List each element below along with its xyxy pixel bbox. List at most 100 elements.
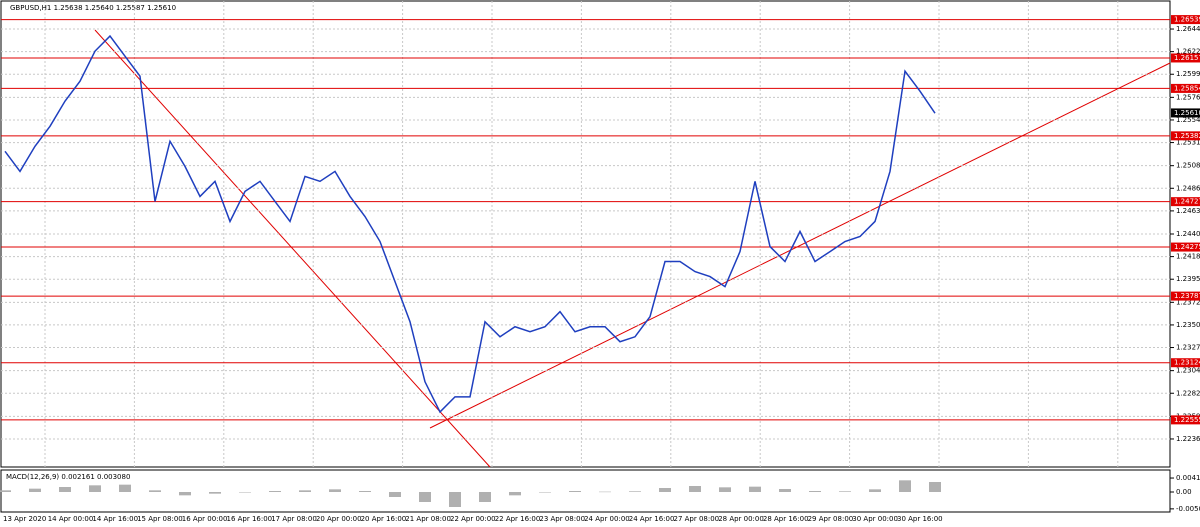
- level-tag: [1171, 242, 1200, 252]
- y-tick-label: 1.22820: [1176, 389, 1200, 397]
- level-tag: [1171, 53, 1200, 63]
- macd-bar: [389, 492, 401, 497]
- macd-panel: [0, 469, 1171, 513]
- macd-bar: [179, 492, 191, 496]
- x-tick-label: 24 Apr 00:00: [584, 515, 630, 523]
- level-tag: [1171, 291, 1200, 301]
- macd-bar: [479, 492, 491, 502]
- macd-bar: [299, 490, 311, 492]
- current-price-label: 1.25610: [1174, 109, 1200, 117]
- y-tick-label: 1.25085: [1176, 162, 1200, 170]
- x-tick-label: 14 Apr 16:00: [92, 515, 138, 523]
- x-tick-label: 20 Apr 00:00: [316, 515, 362, 523]
- x-tick-label: 28 Apr 16:00: [763, 515, 809, 523]
- macd-bar: [239, 492, 251, 493]
- y-tick-label: 0.00: [1176, 488, 1192, 496]
- macd-bar: [89, 485, 101, 492]
- level-tag: [1171, 15, 1200, 25]
- macd-bar: [749, 486, 761, 492]
- macd-bar: [419, 492, 431, 502]
- y-tick-label: 1.25765: [1176, 93, 1200, 101]
- macd-bar: [119, 484, 131, 492]
- x-tick-label: 13 Apr 2020: [3, 515, 46, 523]
- macd-bar: [599, 491, 611, 493]
- level-label: 1.26539: [1174, 16, 1200, 24]
- macd-bar: [899, 480, 911, 492]
- level-label: 1.23787: [1174, 292, 1200, 300]
- level-tag: [1171, 131, 1200, 141]
- trend-line: [429, 62, 1171, 429]
- level-label: 1.23124: [1174, 359, 1200, 367]
- y-tick-label: 1.25995: [1176, 70, 1200, 78]
- y-tick-label: -0.00506: [1176, 505, 1200, 513]
- macd-bar: [509, 492, 521, 496]
- x-tick-label: 14 Apr 00:00: [48, 515, 94, 523]
- y-tick-label: 1.23275: [1176, 344, 1200, 352]
- macd-bar: [329, 489, 341, 492]
- macd-bar: [659, 488, 671, 492]
- x-tick-label: 30 Apr 00:00: [852, 515, 898, 523]
- y-tick-label: 1.24635: [1176, 207, 1200, 215]
- macd-bar: [569, 491, 581, 492]
- x-tick-label: 17 Apr 08:00: [271, 515, 317, 523]
- y-tick-label: 1.25540: [1176, 116, 1200, 124]
- macd-bar: [839, 491, 851, 492]
- level-label: 1.24727: [1174, 198, 1200, 206]
- price-line: [4, 34, 936, 414]
- level-tag: [1171, 358, 1200, 368]
- macd-bar: [689, 486, 701, 492]
- level-label: 1.26157: [1174, 54, 1200, 62]
- macd-bar: [449, 492, 461, 507]
- macd-bar: [869, 489, 881, 492]
- y-tick-label: 1.23045: [1176, 367, 1200, 375]
- x-tick-label: 23 Apr 08:00: [539, 515, 585, 523]
- macd-bar: [209, 492, 221, 494]
- x-tick-label: 21 Apr 08:00: [405, 515, 451, 523]
- macd-bar: [779, 489, 791, 492]
- level-tag: [1171, 415, 1200, 425]
- macd-bar: [719, 487, 731, 492]
- macd-title: MACD(12,26,9) 0.002161 0.003080: [6, 473, 130, 481]
- x-tick-label: 29 Apr 08:00: [808, 515, 854, 523]
- x-tick-label: 22 Apr 00:00: [450, 515, 496, 523]
- macd-bar: [149, 490, 161, 492]
- y-tick-label: 1.24180: [1176, 253, 1200, 261]
- macd-bar: [0, 490, 11, 492]
- y-tick-label: 1.26445: [1176, 25, 1200, 33]
- macd-bar: [29, 488, 41, 492]
- x-tick-label: 30 Apr 16:00: [897, 515, 943, 523]
- x-tick-label: 24 Apr 16:00: [629, 515, 675, 523]
- x-tick-label: 15 Apr 08:00: [137, 515, 183, 523]
- y-tick-label: 1.23500: [1176, 321, 1200, 329]
- level-label: 1.25382: [1174, 132, 1200, 140]
- y-tick-label: 0.004191: [1176, 474, 1200, 482]
- x-tick-label: 22 Apr 16:00: [495, 515, 541, 523]
- y-tick-label: 1.23725: [1176, 298, 1200, 306]
- macd-bar: [809, 491, 821, 492]
- level-label: 1.22555: [1174, 416, 1200, 424]
- y-tick-label: 1.26220: [1176, 48, 1200, 56]
- y-tick-label: 1.24405: [1176, 230, 1200, 238]
- chart-title: GBPUSD,H1 1.25638 1.25640 1.25587 1.2561…: [10, 4, 176, 12]
- macd-bar: [539, 492, 551, 493]
- x-tick-label: 27 Apr 08:00: [674, 515, 720, 523]
- x-tick-label: 20 Apr 16:00: [361, 515, 407, 523]
- y-tick-label: 1.25315: [1176, 139, 1200, 147]
- level-tag: [1171, 83, 1200, 93]
- level-tag: [1171, 197, 1200, 207]
- macd-bar: [359, 491, 371, 492]
- macd-bar: [59, 487, 71, 492]
- x-tick-label: 16 Apr 00:00: [182, 515, 228, 523]
- x-tick-label: 28 Apr 00:00: [718, 515, 764, 523]
- macd-bar: [929, 482, 941, 492]
- level-label: 1.24275: [1174, 243, 1200, 251]
- current-price-tag: [1171, 108, 1200, 118]
- x-tick-label: 16 Apr 16:00: [227, 515, 273, 523]
- macd-bar: [629, 491, 641, 492]
- level-label: 1.25854: [1174, 84, 1200, 92]
- trend-line: [94, 29, 491, 468]
- y-tick-label: 1.22365: [1176, 435, 1200, 443]
- y-tick-label: 1.24860: [1176, 184, 1200, 192]
- y-tick-label: 1.23955: [1176, 275, 1200, 283]
